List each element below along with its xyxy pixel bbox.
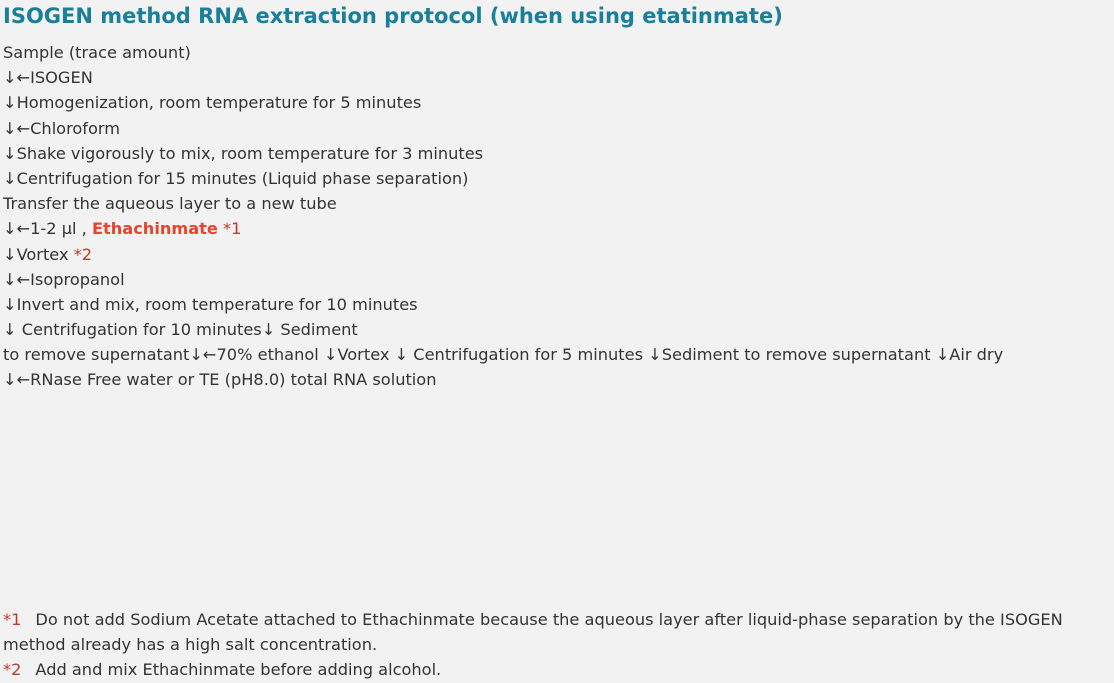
- protocol-steps: Sample (trace amount) ↓←ISOGEN ↓Homogeni…: [3, 40, 1114, 393]
- step-homogenization: ↓Homogenization, room temperature for 5 …: [3, 93, 422, 113]
- step-add-chloroform: ↓←Chloroform: [3, 118, 121, 138]
- step-final-solution: ↓←RNase Free water or TE (pH8.0) total R…: [3, 370, 437, 390]
- footnote-mark-2: *2: [3, 660, 22, 679]
- step-centrifugation-10: ↓ Centrifugation for 10 minutes↓ Sedimen…: [3, 320, 358, 340]
- step-add-isogen: ↓←ISOGEN: [3, 68, 93, 88]
- footnote-ref-2: *2: [73, 244, 93, 264]
- step-add-isopropanol: ↓←Isopropanol: [3, 269, 125, 289]
- step-invert-mix: ↓Invert and mix, room temperature for 10…: [3, 294, 418, 314]
- reagent-ethachinmate: Ethachinmate: [91, 219, 218, 239]
- step-add-ethachinmate: ↓←1-2 μl , Ethachinmate *1: [3, 216, 1114, 241]
- step-wash-sequence: to remove supernatant↓←70% ethanol ↓Vort…: [3, 345, 1004, 365]
- footnote-mark-1: *1: [3, 610, 22, 629]
- footnote-1: *1 Do not add Sodium Acetate attached to …: [3, 607, 1103, 657]
- page-title: ISOGEN method RNA extraction protocol (w…: [3, 4, 783, 28]
- step-transfer: Transfer the aqueous layer to a new tube: [3, 194, 337, 214]
- footnote-text-2: Add and mix Ethachinmate before adding a…: [35, 660, 442, 679]
- step-shake: ↓Shake vigorously to mix, room temperatu…: [3, 143, 484, 163]
- step-vortex: ↓Vortex *2: [3, 242, 1114, 267]
- step-vortex-text: ↓Vortex: [3, 244, 74, 264]
- footnotes: *1 Do not add Sodium Acetate attached to …: [3, 607, 1103, 682]
- footnote-2: *2 Add and mix Ethachinmate before adding…: [3, 657, 1103, 682]
- step-centrifugation-15: ↓Centrifugation for 15 minutes (Liquid p…: [3, 168, 469, 188]
- step-add-ethachinmate-prefix: ↓←1-2 μl ,: [3, 219, 92, 239]
- step-sample: Sample (trace amount): [3, 43, 191, 62]
- footnote-ref-1: *1: [217, 219, 242, 239]
- footnote-text-1: Do not add Sodium Acetate attached to Et…: [3, 610, 1063, 654]
